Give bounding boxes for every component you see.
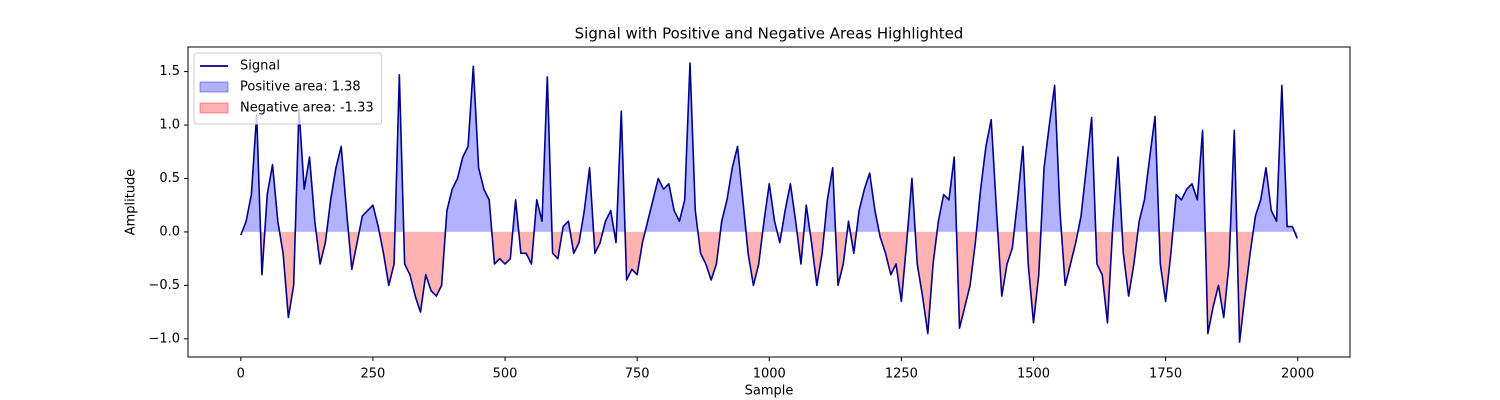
y-tick-label: 0.0 xyxy=(159,224,180,239)
legend-box xyxy=(193,52,383,125)
x-axis-label: Sample xyxy=(745,384,794,399)
y-tick-label: 0.5 xyxy=(159,171,180,186)
y-tick-label: −0.5 xyxy=(148,278,180,293)
plot-frame xyxy=(187,46,1351,358)
x-tick-label: 750 xyxy=(625,367,650,382)
y-tick-label: −1.0 xyxy=(148,331,180,346)
x-tick-label: 1000 xyxy=(753,367,786,382)
legend-label: Negative area: -1.33 xyxy=(240,101,374,116)
chart-title: Signal with Positive and Negative Areas … xyxy=(575,25,964,43)
y-tick-label: 1.0 xyxy=(159,118,180,133)
x-tick-label: 2000 xyxy=(1281,367,1314,382)
y-axis-label: Amplitude xyxy=(124,169,139,236)
legend-patch xyxy=(199,102,229,114)
x-tick-label: 1250 xyxy=(885,367,918,382)
x-tick-label: 250 xyxy=(361,367,386,382)
signal-line xyxy=(240,62,1298,343)
x-tick-label: 0 xyxy=(237,367,245,382)
legend-label: Positive area: 1.38 xyxy=(240,80,361,95)
legend-label: Signal xyxy=(240,59,280,74)
legend-patch xyxy=(199,81,229,93)
x-tick-label: 1750 xyxy=(1149,367,1182,382)
y-tick-label: 1.5 xyxy=(159,64,180,79)
x-tick-label: 1500 xyxy=(1017,367,1050,382)
x-tick-label: 500 xyxy=(493,367,518,382)
